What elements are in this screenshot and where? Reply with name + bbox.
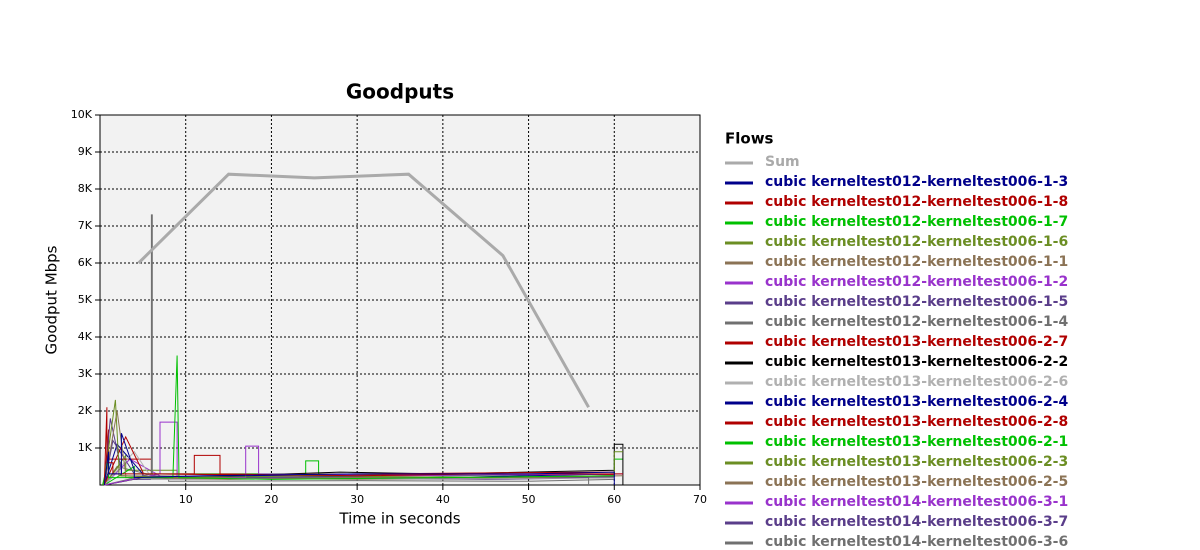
flow-line (103, 450, 615, 486)
flow-line (103, 407, 623, 486)
legend-label: cubic kerneltest013-kerneltest006-2-6 (765, 374, 1068, 390)
x-tick-label: 70 (693, 493, 707, 506)
legend-label: cubic kerneltest013-kerneltest006-2-1 (765, 434, 1068, 450)
legend-label: cubic kerneltest013-kerneltest006-2-2 (765, 354, 1068, 370)
flow-line (103, 433, 615, 486)
legend-label: cubic kerneltest013-kerneltest006-2-8 (765, 414, 1068, 430)
legend-label: cubic kerneltest012-kerneltest006-1-7 (765, 214, 1068, 230)
y-tick-label: 5K (78, 293, 93, 306)
y-tick-label: 9K (78, 145, 93, 158)
legend-label: cubic kerneltest013-kerneltest006-2-3 (765, 454, 1068, 470)
legend-label: cubic kerneltest014-kerneltest006-3-7 (765, 514, 1068, 530)
legend-label: Sum (765, 154, 800, 170)
sum-line (137, 172, 590, 409)
y-tick-label: 2K (78, 404, 93, 417)
legend-label: cubic kerneltest014-kerneltest006-3-1 (765, 494, 1068, 510)
y-tick-label: 1K (78, 441, 93, 454)
legend-title: Flows (725, 130, 774, 148)
legend-label: cubic kerneltest013-kerneltest006-2-5 (765, 474, 1068, 490)
legend-label: cubic kerneltest012-kerneltest006-1-5 (765, 294, 1068, 310)
legend-label: cubic kerneltest014-kerneltest006-3-6 (765, 534, 1068, 550)
y-tick-label: 6K (78, 256, 93, 269)
y-tick-label: 10K (71, 108, 93, 121)
x-tick-label: 60 (607, 493, 621, 506)
legend-label: cubic kerneltest012-kerneltest006-1-2 (765, 274, 1068, 290)
y-axis-label: Goodput Mbps (43, 245, 61, 354)
legend-label: cubic kerneltest013-kerneltest006-2-7 (765, 334, 1068, 350)
y-tick-label: 4K (78, 330, 93, 343)
y-tick-label: 7K (78, 219, 93, 232)
x-tick-label: 30 (350, 493, 364, 506)
x-tick-label: 40 (436, 493, 450, 506)
flow-line (102, 399, 623, 486)
y-tick-label: 8K (78, 182, 93, 195)
chart-title: Goodputs (346, 80, 454, 104)
legend-label: cubic kerneltest012-kerneltest006-1-6 (765, 234, 1068, 250)
x-tick-label: 20 (264, 493, 278, 506)
y-tick-label: 3K (78, 367, 93, 380)
x-tick-label: 50 (522, 493, 536, 506)
x-tick-label: 10 (179, 493, 193, 506)
x-axis-label: Time in seconds (338, 510, 460, 528)
legend-label: cubic kerneltest013-kerneltest006-2-4 (765, 394, 1068, 410)
legend-label: cubic kerneltest012-kerneltest006-1-3 (765, 174, 1068, 190)
plot-frame (99, 114, 701, 486)
legend-label: cubic kerneltest012-kerneltest006-1-1 (765, 254, 1068, 270)
legend-label: cubic kerneltest012-kerneltest006-1-8 (765, 194, 1068, 210)
legend-label: cubic kerneltest012-kerneltest006-1-4 (765, 314, 1068, 330)
